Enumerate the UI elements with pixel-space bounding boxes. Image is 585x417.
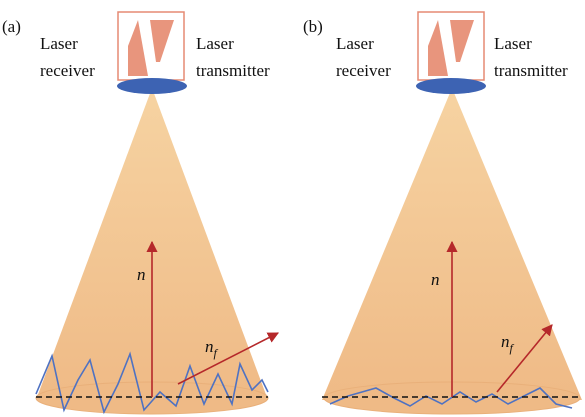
transmitter-label-line2: transmitter [494,61,568,80]
facet-normal-label: nf [205,337,219,360]
receiver-label-line2: receiver [336,61,391,80]
receiver-label-line1: Laser [336,34,374,53]
facet-normal-arrow [496,324,553,393]
panel-label: (b) [303,17,323,36]
laser-transmitter-prism [150,20,174,62]
laser-receiver-prism [428,20,448,76]
panel-b: (b) Laser receiver Laser transmitter n n… [303,11,582,415]
facet-normal-arrow [177,332,279,385]
transmitter-label-line1: Laser [196,34,234,53]
transmitter-label-line1: Laser [494,34,532,53]
smooth-surface-profile [329,387,573,409]
facet-normal-label: nf [501,332,515,355]
transmitter-label-line2: transmitter [196,61,270,80]
receiver-label-line2: receiver [40,61,95,80]
panel-a: (a) Laser receiver Laser transmitter n n… [2,11,279,415]
laser-lens [416,78,486,94]
laser-receiver-prism [128,20,148,76]
rough-surface-profile [35,351,269,415]
receiver-label-line1: Laser [40,34,78,53]
laser-lens [117,78,187,94]
normal-label: n [137,265,146,284]
panel-label: (a) [2,17,21,36]
normal-label: n [431,270,440,289]
laser-transmitter-prism [450,20,474,62]
